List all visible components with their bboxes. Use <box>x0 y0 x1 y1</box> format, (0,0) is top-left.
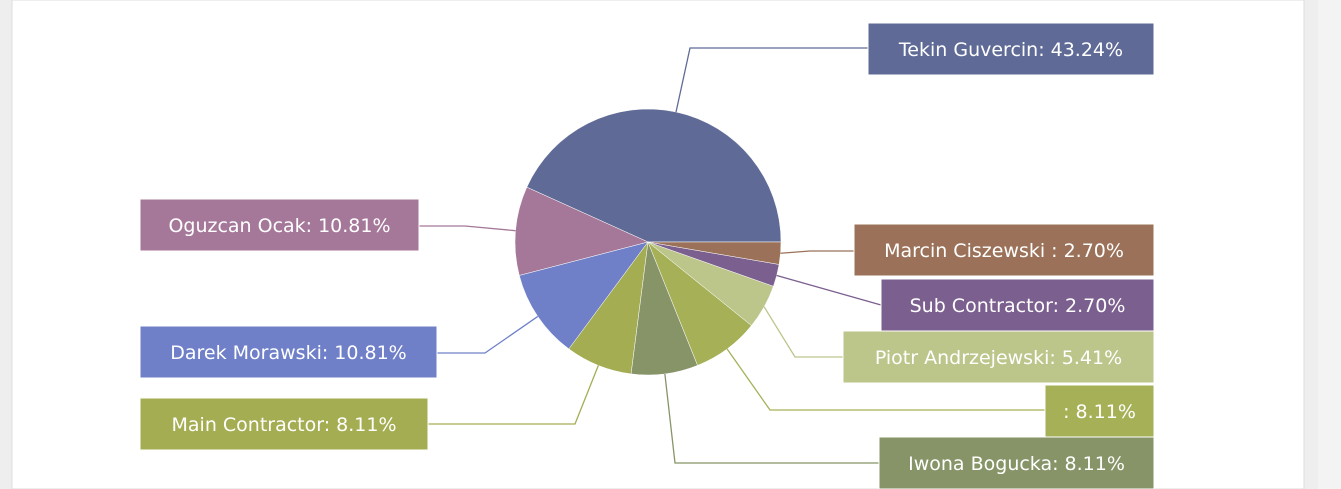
leader-line <box>428 365 599 425</box>
leader-line <box>780 250 854 254</box>
label-box <box>139 397 429 451</box>
data-label: Iwona Bogucka: 8.11% <box>908 453 1125 475</box>
label-name: Darek Morawski: <box>170 342 328 364</box>
scrollbar <box>1318 0 1341 489</box>
label-value: 43.24% <box>1051 39 1123 61</box>
data-label: Darek Morawski: 10.81% <box>170 342 406 364</box>
label-box <box>139 198 420 252</box>
leader-line <box>776 274 882 306</box>
label-name: Tekin Guvercin: <box>898 39 1045 61</box>
label-name: : <box>1063 401 1069 423</box>
pie-slice <box>526 108 782 243</box>
label-name: Oguzcan Ocak: <box>168 215 312 237</box>
label-value: 8.11% <box>1076 401 1136 423</box>
leader-line <box>763 306 843 358</box>
leader-line <box>437 315 539 354</box>
label-value: 2.70% <box>1065 295 1125 317</box>
label-box <box>842 330 1155 384</box>
leader-line <box>664 373 879 464</box>
label-value: 10.81% <box>318 215 390 237</box>
label-box <box>1044 384 1155 438</box>
data-label: Sub Contractor: 2.70% <box>910 295 1126 317</box>
label-name: Marcin Ciszewski : <box>884 240 1058 262</box>
label-value: 5.41% <box>1062 347 1122 369</box>
label-value: 8.11% <box>1065 453 1125 475</box>
label-name: Main Contractor: <box>172 414 331 436</box>
label-name: Iwona Bogucka: <box>908 453 1058 475</box>
leader-line <box>726 348 1045 411</box>
label-box <box>878 436 1155 489</box>
data-label: :8.11% <box>1063 401 1136 423</box>
label-name: Piotr Andrzejewski: <box>875 347 1056 369</box>
label-value: 2.70% <box>1064 240 1124 262</box>
label-name: Sub Contractor: <box>910 295 1059 317</box>
pie-slice <box>514 186 649 276</box>
data-label: Tekin Guvercin: 43.24% <box>898 39 1123 61</box>
data-label: Marcin Ciszewski : 2.70% <box>884 240 1124 262</box>
label-value: 8.11% <box>336 414 396 436</box>
leader-line <box>675 47 868 113</box>
data-label: Oguzcan Ocak: 10.81% <box>168 215 390 237</box>
label-box <box>880 278 1155 332</box>
label-box <box>853 223 1155 277</box>
label-box <box>139 325 438 379</box>
leader-line <box>419 225 516 232</box>
label-box <box>867 22 1155 76</box>
pie-slice <box>518 241 649 350</box>
data-label: Piotr Andrzejewski: 5.41% <box>875 347 1122 369</box>
data-label: Main Contractor: 8.11% <box>172 414 397 436</box>
label-value: 10.81% <box>334 342 406 364</box>
